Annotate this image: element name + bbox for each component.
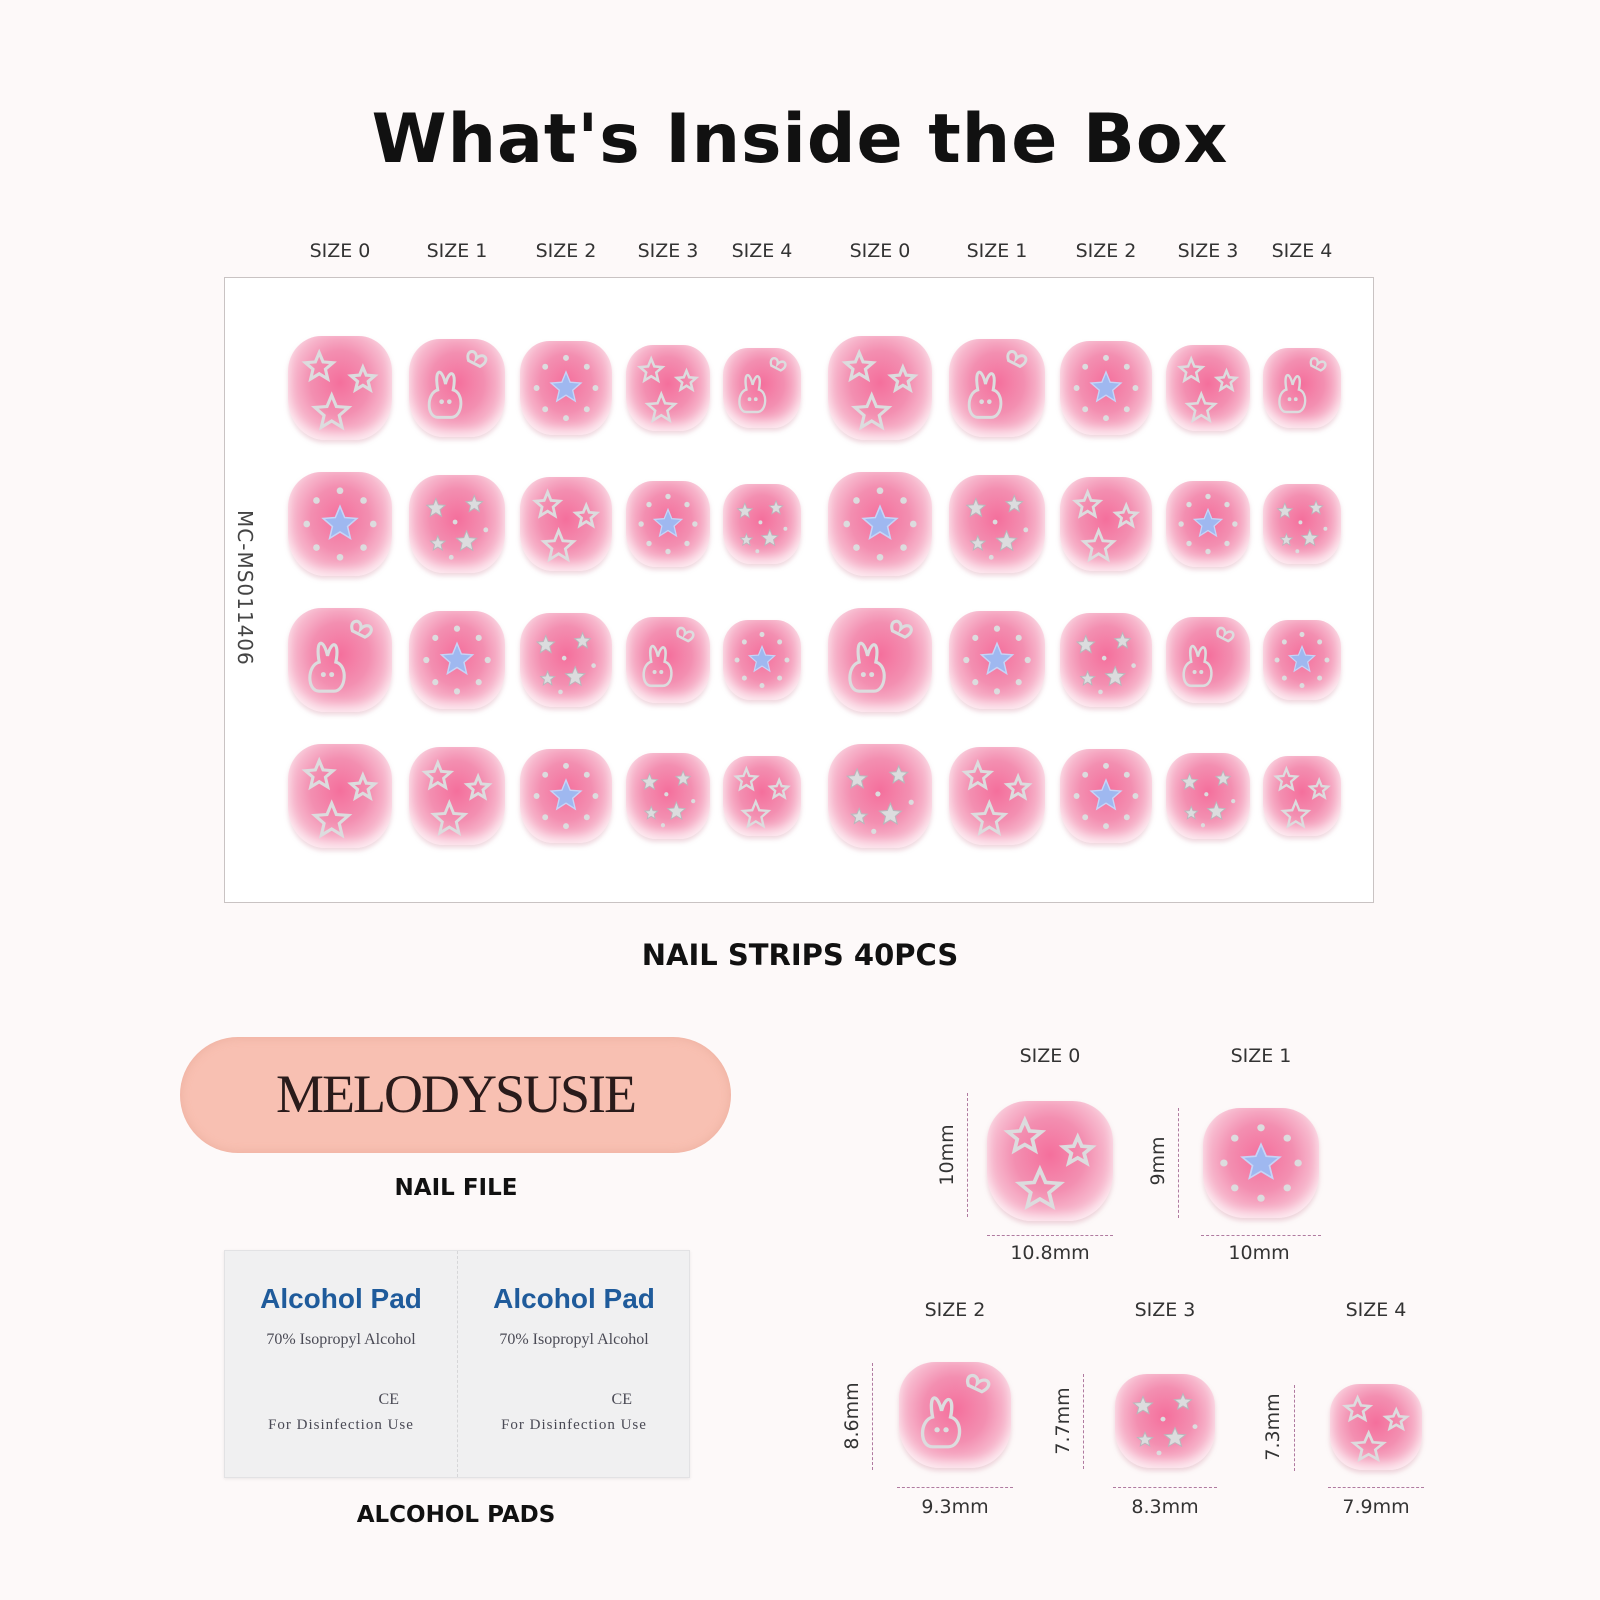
press-on-nail [409,747,505,845]
size-detail-height: 7.3mm [1262,1393,1284,1461]
press-on-nail [626,617,710,703]
nail-file-brand: MELODYSUSIE [275,1064,637,1124]
size-detail-height: 9mm [1147,1136,1169,1186]
alcohol-pads: Alcohol Pad 70% Isopropyl Alcohol CE For… [224,1250,690,1478]
sheet-size-label: SIZE 4 [1271,240,1333,262]
press-on-nail [520,341,612,435]
width-guide [987,1235,1113,1236]
press-on-nail [949,475,1045,573]
press-on-nail [1263,620,1341,700]
size-detail-label: SIZE 3 [1134,1299,1196,1321]
press-on-nail [723,484,801,564]
press-on-nail [949,747,1045,845]
size-detail-nail [987,1101,1113,1221]
sheet-size-labels: SIZE 0 SIZE 1 SIZE 2 SIZE 3 SIZE 4 SIZE … [0,240,1600,264]
sheet-size-label: SIZE 0 [849,240,911,262]
press-on-nail [626,345,710,431]
press-on-nail [828,608,932,712]
sheet-size-label: SIZE 3 [1177,240,1239,262]
press-on-nail [626,481,710,567]
press-on-nail [1060,749,1152,843]
width-guide [897,1487,1013,1488]
press-on-nail [1263,348,1341,428]
alcohol-pads-caption: ALCOHOL PADS [356,1502,556,1528]
sheet-size-label: SIZE 4 [731,240,793,262]
press-on-nail [828,744,932,848]
press-on-nail [1263,756,1341,836]
size-detail-label: SIZE 1 [1230,1045,1292,1067]
size-detail-nail [1203,1108,1319,1218]
page-title: What's Inside the Box [371,100,1229,179]
size-detail-width: 9.3mm [921,1496,989,1518]
sheet-size-label: SIZE 2 [1075,240,1137,262]
press-on-nail [1060,341,1152,435]
sheet-size-label: SIZE 3 [637,240,699,262]
press-on-nail [828,472,932,576]
size-detail-nail [1330,1384,1422,1470]
size-detail-label: SIZE 0 [1019,1045,1081,1067]
press-on-nail [1060,613,1152,707]
press-on-nail [288,336,392,440]
ce-mark: CE [378,1391,399,1408]
press-on-nail [520,477,612,571]
press-on-nail [288,744,392,848]
press-on-nail [520,749,612,843]
size-detail-nail [899,1362,1011,1468]
pad-use: For Disinfection Use [268,1417,414,1433]
sheet-size-label: SIZE 1 [966,240,1028,262]
height-guide [1178,1108,1179,1218]
press-on-nail [1060,477,1152,571]
nail-file-caption: NAIL FILE [394,1175,518,1201]
size-detail-width: 7.9mm [1342,1496,1410,1518]
press-on-nail [409,611,505,709]
sheet-size-label: SIZE 1 [426,240,488,262]
press-on-nail [1166,345,1250,431]
pad-subtitle: 70% Isopropyl Alcohol [499,1331,649,1348]
press-on-nail [1166,481,1250,567]
height-guide [1083,1374,1084,1469]
press-on-nail [288,608,392,712]
press-on-nail [723,348,801,428]
nail-file: MELODYSUSIE [180,1037,731,1153]
press-on-nail [626,753,710,839]
press-on-nail [1166,617,1250,703]
sheet-size-label: SIZE 2 [535,240,597,262]
pad-subtitle: 70% Isopropyl Alcohol [266,1331,416,1348]
nail-strips-caption: NAIL STRIPS 40PCS [641,938,959,972]
height-guide [872,1363,873,1470]
size-detail-label: SIZE 4 [1345,1299,1407,1321]
press-on-nail [723,756,801,836]
size-detail-label: SIZE 2 [924,1299,986,1321]
pad-title: Alcohol Pad [260,1283,422,1314]
press-on-nail [409,339,505,437]
alcohol-pad: Alcohol Pad 70% Isopropyl Alcohol CE For… [457,1251,690,1477]
pad-title: Alcohol Pad [493,1283,655,1314]
size-detail-width: 8.3mm [1131,1496,1199,1518]
press-on-nail [949,339,1045,437]
size-detail-height: 10mm [936,1124,958,1186]
size-detail-width: 10mm [1228,1242,1290,1264]
press-on-nail [828,336,932,440]
press-on-nail [520,613,612,707]
press-on-nail [409,475,505,573]
size-detail-width: 10.8mm [1010,1242,1090,1264]
pad-use: For Disinfection Use [501,1417,647,1433]
height-guide [967,1093,968,1217]
press-on-nail [1263,484,1341,564]
size-detail-nail [1115,1374,1215,1468]
sheet-size-label: SIZE 0 [309,240,371,262]
width-guide [1113,1487,1217,1488]
height-guide [1294,1385,1295,1471]
ce-mark: CE [611,1391,632,1408]
press-on-nail [1166,753,1250,839]
press-on-nail [723,620,801,700]
width-guide [1201,1235,1321,1236]
size-detail-height: 8.6mm [841,1382,863,1450]
size-detail-height: 7.7mm [1052,1387,1074,1455]
press-on-nail [949,611,1045,709]
press-on-nail [288,472,392,576]
alcohol-pad: Alcohol Pad 70% Isopropyl Alcohol CE For… [225,1251,457,1477]
sheet-product-code: MC-MS011406 [233,510,257,666]
width-guide [1328,1487,1424,1488]
